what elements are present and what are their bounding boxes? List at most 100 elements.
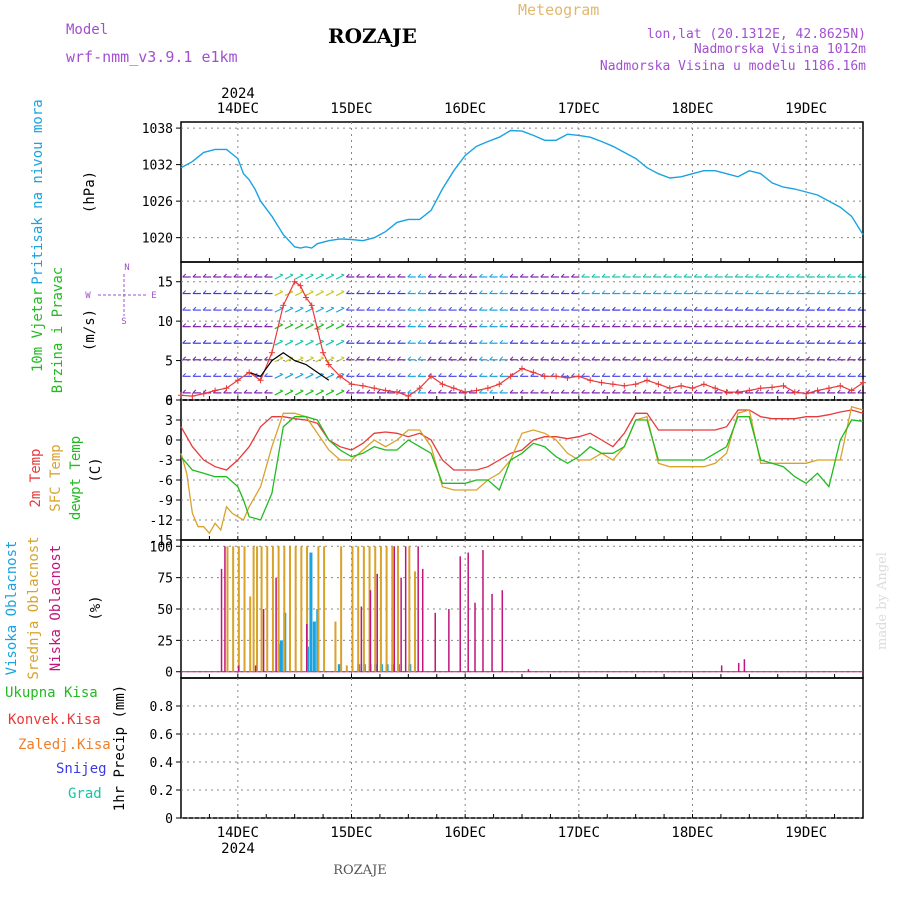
wind-arrow — [325, 373, 335, 379]
wind-arrow-head — [264, 273, 268, 278]
cloud-bar — [337, 664, 341, 672]
wind-arrow — [274, 357, 284, 363]
wind-arrow-head — [775, 356, 780, 361]
wind-arrow-head — [478, 273, 483, 278]
wind-arrow-head — [253, 323, 258, 328]
wind-arrow-head — [330, 356, 335, 359]
wind-arrow-head — [540, 356, 545, 361]
wind-arrow — [305, 390, 314, 396]
wind-arrow — [284, 340, 294, 346]
cloud-bar — [737, 662, 740, 672]
cloud-bar — [482, 550, 484, 672]
wind-arrow-head — [550, 389, 555, 394]
wind-arrow-head — [765, 290, 770, 294]
y-tick-label: 1038 — [142, 122, 173, 137]
wind-arrow-head — [591, 356, 596, 361]
wind-arrow-head — [376, 389, 381, 394]
wind-arrow — [305, 373, 314, 379]
wind-arrow-head — [289, 273, 294, 276]
cloud-bar — [360, 606, 363, 672]
cloud-bar — [317, 546, 320, 672]
wind-arrow-head — [663, 372, 667, 377]
wind-arrow-head — [519, 273, 524, 278]
wind-arrow-head — [775, 372, 780, 377]
wind-arrow-head — [519, 389, 524, 394]
cloud-bar — [345, 665, 348, 672]
y-tick-label: 50 — [157, 603, 173, 618]
wind-arrow-head — [765, 323, 770, 328]
cloud-bar — [283, 546, 286, 672]
wind-arrow-head — [366, 306, 371, 311]
wind-arrow-head — [540, 273, 545, 278]
pressure-line — [180, 129, 864, 249]
wind-speed-line — [180, 280, 864, 397]
wind-arrow-head — [826, 389, 831, 394]
wind-arrow — [294, 373, 304, 379]
wind-arrow-head — [427, 339, 432, 344]
wind-arrow-head — [622, 339, 626, 344]
cloud-bar — [252, 546, 255, 672]
day-label-bottom: 19DEC — [785, 825, 827, 841]
wind-arrow-head — [182, 389, 187, 394]
wind-arrow-head — [300, 372, 304, 375]
wind-arrow-head — [478, 306, 483, 311]
wind-arrow-head — [714, 356, 718, 361]
wind-arrow-head — [407, 356, 412, 361]
wind-arrow-head — [755, 290, 759, 294]
wind-arrow-head — [806, 290, 811, 294]
wind-arrow-head — [652, 339, 657, 344]
wind-arrow-head — [775, 306, 780, 311]
wind-arrow-head — [489, 323, 493, 328]
wind-arrow-head — [489, 306, 493, 311]
year-bottom: 2024 — [221, 841, 255, 857]
cloud-bar — [414, 571, 417, 672]
wind-arrow-head — [279, 290, 283, 293]
day-label-top: 14DEC — [217, 101, 259, 117]
wind-arrow-head — [366, 372, 371, 377]
year-top: 2024 — [221, 86, 255, 102]
wind-arrow-head — [223, 323, 227, 328]
wind-arrow-head — [264, 372, 268, 377]
wind-arrow-head — [279, 339, 283, 342]
wind-arrow-head — [386, 273, 391, 278]
wind-arrow-head — [300, 306, 304, 309]
wind-arrow-head — [857, 356, 862, 361]
y-tick-label: 1020 — [142, 232, 173, 247]
wind-arrow-head — [346, 356, 350, 361]
wind-arrow-head — [581, 273, 586, 278]
wind-arrow-head — [417, 339, 422, 344]
wind-arrow-head — [289, 389, 294, 392]
wind-arrow-head — [300, 323, 304, 326]
wind-arrow-head — [744, 356, 749, 361]
cloud-axis-title-high: Visoka Oblacnost — [4, 541, 20, 676]
wind-arrow — [325, 274, 335, 280]
wind-arrow-head — [330, 273, 335, 276]
wind-arrow-head — [826, 273, 831, 278]
y-tick-label: 75 — [157, 572, 173, 587]
y-tick-label: -12 — [150, 514, 173, 529]
wind-arrow-head — [591, 339, 596, 344]
y-tick-label: 10 — [157, 315, 173, 330]
cloud-bar — [404, 546, 407, 672]
wind-arrow-head — [356, 290, 360, 294]
wind-arrow — [325, 324, 335, 330]
wind-arrow — [284, 373, 294, 379]
wind-arrow-head — [847, 273, 851, 278]
wind-arrow-head — [673, 290, 678, 294]
wind-arrow-head — [673, 273, 678, 278]
wind-arrow-head — [438, 323, 442, 328]
cloud-bar — [379, 546, 382, 672]
wind-arrow-head — [346, 339, 350, 344]
wind-arrow-head — [704, 306, 708, 311]
wind-arrow-head — [652, 306, 657, 311]
y-tick-label: -15 — [150, 534, 173, 549]
cloud-bar — [260, 546, 263, 672]
wind-arrow-head — [489, 339, 493, 344]
wind-arrow-head — [560, 273, 565, 278]
wind-arrow-head — [356, 273, 360, 278]
credit-label: made by Angel — [875, 552, 890, 650]
wind-arrow-head — [560, 323, 565, 328]
wind-arrow-head — [489, 290, 493, 294]
wind-arrow-head — [264, 339, 268, 344]
wind-arrow-head — [458, 323, 463, 328]
